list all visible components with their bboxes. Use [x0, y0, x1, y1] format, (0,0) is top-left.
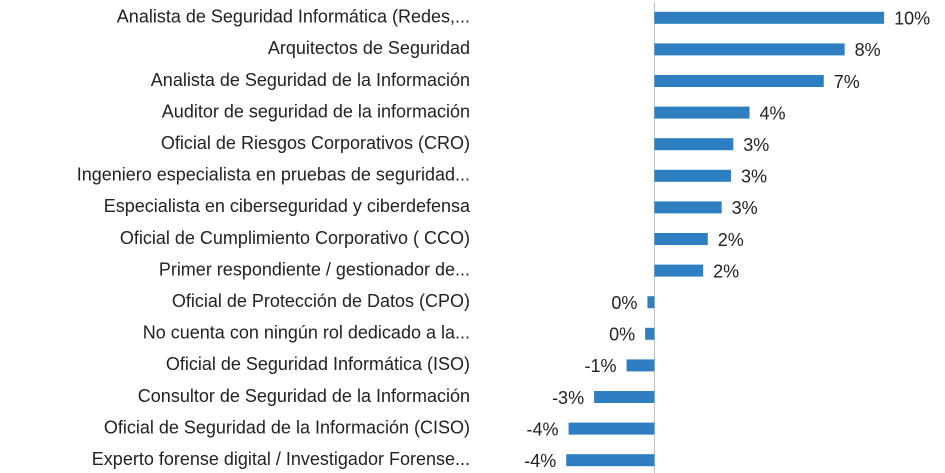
value-label: -1%	[585, 356, 617, 376]
value-label: 2%	[718, 230, 744, 250]
category-label: Analista de Seguridad Informática (Redes…	[117, 7, 470, 27]
category-label: Especialista en ciberseguridad y ciberde…	[104, 196, 471, 216]
bar	[654, 43, 845, 56]
value-label: 3%	[743, 135, 769, 155]
value-label: 10%	[894, 9, 930, 29]
value-label: 2%	[713, 261, 739, 281]
bar	[654, 11, 885, 24]
bar	[654, 264, 704, 277]
category-label: Auditor de seguridad de la información	[162, 101, 470, 121]
category-label: Primer respondiente / gestionador de...	[159, 259, 470, 279]
value-label: 0%	[609, 325, 635, 345]
bar	[594, 391, 655, 403]
value-label: 3%	[741, 167, 767, 187]
value-label: -4%	[524, 451, 556, 471]
category-label: Experto forense digital / Investigador F…	[92, 449, 470, 469]
bar	[654, 138, 734, 151]
value-label: -3%	[552, 388, 584, 408]
bar	[654, 75, 824, 87]
bar	[647, 296, 655, 309]
category-label: Consultor de Seguridad de la Información	[138, 386, 470, 406]
bar	[568, 422, 655, 435]
category-label: Oficial de Cumplimiento Corporativo ( CC…	[120, 228, 470, 248]
category-label: Analista de Seguridad de la Información	[151, 70, 470, 90]
value-label: -4%	[527, 419, 559, 439]
bar	[645, 327, 655, 340]
value-label: 7%	[834, 72, 860, 92]
category-label: Oficial de Seguridad Informática (ISO)	[166, 354, 470, 374]
bar	[654, 169, 731, 182]
category-label: Oficial de Seguridad de la Información (…	[104, 417, 470, 437]
bar	[566, 454, 655, 467]
category-label: No cuenta con ningún rol dedicado a la..…	[143, 323, 470, 343]
category-label: Oficial de Protección de Datos (CPO)	[172, 291, 470, 311]
bar	[626, 359, 655, 372]
value-label: 8%	[855, 40, 881, 60]
value-label: 0%	[611, 293, 637, 313]
bar	[654, 201, 722, 214]
bar	[654, 106, 750, 119]
value-label: 3%	[732, 198, 758, 218]
category-label: Oficial de Riesgos Corporativos (CRO)	[161, 133, 470, 153]
category-label: Arquitectos de Seguridad	[268, 38, 470, 58]
bar	[654, 233, 708, 245]
category-label: Ingeniero especialista en pruebas de seg…	[77, 165, 470, 185]
value-label: 4%	[760, 103, 786, 123]
